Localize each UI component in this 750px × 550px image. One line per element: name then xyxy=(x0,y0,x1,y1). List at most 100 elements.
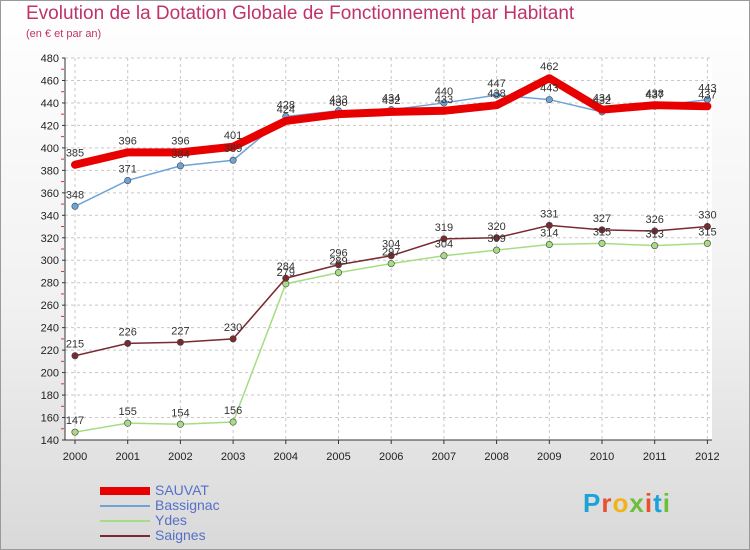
y-tick-label: 380 xyxy=(41,165,59,177)
data-point-ydes xyxy=(71,428,79,436)
data-label-sauvat: 438 xyxy=(646,88,664,100)
y-tick-label: 160 xyxy=(41,413,59,425)
data-point-saignes xyxy=(703,223,711,231)
data-label-ydes: 304 xyxy=(435,239,453,251)
x-tick-label: 2005 xyxy=(326,451,350,463)
data-label-ydes: 315 xyxy=(593,226,611,238)
y-tick-label: 220 xyxy=(41,345,59,357)
chart-subtitle: (en € et par an) xyxy=(26,28,102,40)
data-label-bassignac: 432 xyxy=(593,95,611,107)
data-label-bassignac: 437 xyxy=(646,89,664,101)
data-point-bassignac xyxy=(545,96,553,104)
y-tick-label: 260 xyxy=(41,300,59,312)
legend-swatch-ydes xyxy=(100,520,150,522)
data-label-saignes: 326 xyxy=(646,214,664,226)
data-point-ydes xyxy=(703,239,711,247)
chart-title: Evolution de la Dotation Globale de Fonc… xyxy=(26,3,575,24)
y-tick-label: 300 xyxy=(41,255,59,267)
data-label-ydes: 279 xyxy=(277,267,295,279)
y-tick-label: 320 xyxy=(41,233,59,245)
logo-letter: P xyxy=(583,488,602,518)
y-tick-label: 140 xyxy=(41,435,59,447)
data-label-bassignac: 389 xyxy=(224,143,242,155)
data-label-saignes: 304 xyxy=(382,239,400,251)
y-tick-label: 200 xyxy=(41,368,59,380)
x-tick-label: 2001 xyxy=(115,451,139,463)
data-label-saignes: 319 xyxy=(435,222,453,234)
data-label-sauvat: 434 xyxy=(593,93,611,105)
data-label-sauvat: 424 xyxy=(277,104,295,116)
data-label-saignes: 296 xyxy=(329,248,347,260)
data-point-ydes xyxy=(598,239,606,247)
data-label-saignes: 331 xyxy=(540,208,558,220)
data-label-bassignac: 371 xyxy=(119,163,137,175)
x-tick-label: 2000 xyxy=(63,451,87,463)
data-label-bassignac: 443 xyxy=(540,83,558,95)
data-point-ydes xyxy=(176,420,184,428)
legend-swatch-sauvat xyxy=(100,487,150,495)
data-point-saignes xyxy=(545,221,553,229)
data-point-saignes xyxy=(71,352,79,360)
data-label-sauvat: 385 xyxy=(66,148,84,160)
data-label-ydes: 297 xyxy=(382,247,400,259)
data-point-saignes xyxy=(176,338,184,346)
y-tick-label: 440 xyxy=(41,98,59,110)
x-tick-label: 2004 xyxy=(274,451,298,463)
data-label-bassignac: 348 xyxy=(66,189,84,201)
data-point-ydes xyxy=(545,241,553,249)
y-tick-label: 240 xyxy=(41,323,59,335)
data-label-saignes: 320 xyxy=(487,221,505,233)
data-label-sauvat: 396 xyxy=(119,135,137,147)
data-label-saignes: 230 xyxy=(224,322,242,334)
x-tick-label: 2011 xyxy=(643,451,667,463)
data-point-saignes xyxy=(124,339,132,347)
y-tick-label: 480 xyxy=(41,53,59,65)
data-point-saignes xyxy=(282,274,290,282)
proxiti-logo: Proxiti xyxy=(583,488,671,519)
logo-letter: r xyxy=(601,488,613,518)
data-point-saignes xyxy=(334,261,342,269)
data-label-sauvat: 401 xyxy=(224,130,242,142)
y-tick-label: 340 xyxy=(41,210,59,222)
data-point-ydes xyxy=(387,260,395,268)
data-label-sauvat: 430 xyxy=(329,97,347,109)
data-label-ydes: 314 xyxy=(540,228,558,240)
x-tick-label: 2008 xyxy=(484,451,508,463)
data-label-bassignac: 384 xyxy=(171,149,189,161)
y-tick-label: 400 xyxy=(41,143,59,155)
data-point-bassignac xyxy=(71,202,79,210)
data-label-bassignac: 440 xyxy=(435,86,453,98)
data-label-ydes: 313 xyxy=(646,229,664,241)
data-point-saignes xyxy=(598,226,606,234)
data-label-sauvat: 438 xyxy=(487,88,505,100)
data-label-bassignac: 447 xyxy=(487,78,505,90)
data-label-bassignac: 443 xyxy=(698,83,716,95)
y-tick-label: 460 xyxy=(41,75,59,87)
data-label-ydes: 154 xyxy=(171,407,189,419)
x-tick-label: 2012 xyxy=(695,451,719,463)
data-point-bassignac xyxy=(124,176,132,184)
data-label-ydes: 155 xyxy=(119,406,137,418)
x-tick-label: 2009 xyxy=(537,451,561,463)
x-tick-label: 2010 xyxy=(590,451,614,463)
data-point-ydes xyxy=(229,418,237,426)
x-tick-label: 2007 xyxy=(432,451,456,463)
y-tick-label: 420 xyxy=(41,120,59,132)
data-point-saignes xyxy=(493,234,501,242)
logo-letter: i xyxy=(644,488,654,518)
data-point-ydes xyxy=(334,269,342,277)
data-point-saignes xyxy=(229,335,237,343)
data-label-saignes: 226 xyxy=(119,326,137,338)
data-label-saignes: 227 xyxy=(171,325,189,337)
logo-letter: o xyxy=(612,488,630,518)
data-label-ydes: 147 xyxy=(66,415,84,427)
x-tick-label: 2002 xyxy=(168,451,192,463)
plot-area xyxy=(65,58,712,440)
data-label-ydes: 156 xyxy=(224,405,242,417)
y-tick-label: 360 xyxy=(41,188,59,200)
data-label-sauvat: 433 xyxy=(435,94,453,106)
legend-label-ydes: Ydes xyxy=(155,512,187,528)
data-label-ydes: 309 xyxy=(487,233,505,245)
legend-swatch-bassignac xyxy=(100,505,150,507)
